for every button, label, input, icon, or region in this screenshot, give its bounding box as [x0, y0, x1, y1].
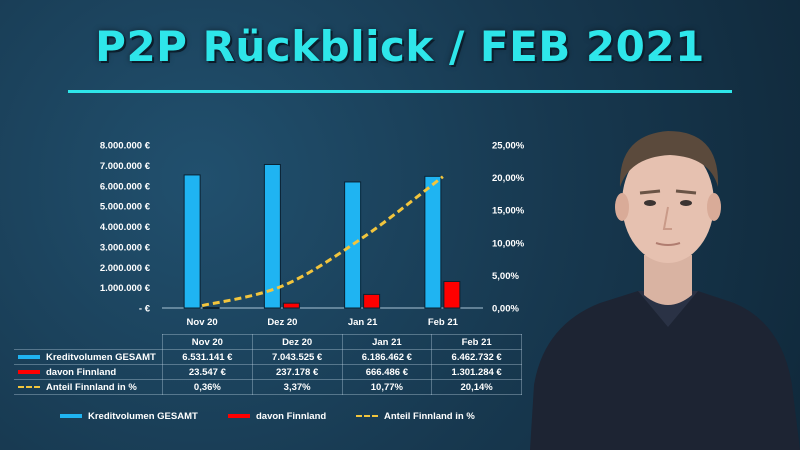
- swatch-finnland: [18, 369, 40, 374]
- y2-tick-label: 15,00%: [492, 206, 525, 217]
- y-axis-left: 8.000.000 € 7.000.000 € 6.000.000 € 5.000.0…: [100, 141, 151, 315]
- table-cell: 7.043.525 €: [251, 349, 343, 365]
- table-cell: 0,36%: [162, 379, 253, 395]
- y-tick-label: 5.000.000 €: [100, 202, 151, 213]
- x-tick-label: Jan 21: [348, 317, 378, 328]
- y2-tick-label: 20,00%: [492, 173, 525, 184]
- y-tick-label: 8.000.000 €: [100, 141, 151, 152]
- table-cell: 1.301.284 €: [431, 364, 522, 380]
- x-tick-label: Dez 20: [267, 317, 297, 328]
- table-cell: 6.186.462 €: [341, 349, 433, 365]
- table-cell: 10,77%: [341, 379, 433, 395]
- bar-finnland: [282, 302, 300, 309]
- table-header-cell: Dez 20: [251, 334, 343, 350]
- table-cell: 666.486 €: [341, 364, 433, 380]
- table-cell: 237.178 €: [251, 364, 343, 380]
- table-cell: 23.547 €: [162, 364, 253, 380]
- page-title: P2P Rückblick / FEB 2021: [95, 22, 705, 71]
- y-tick-label: 6.000.000 €: [100, 181, 151, 192]
- table-row-label: Kreditvolumen GESAMT: [14, 349, 163, 365]
- presenter-photo: [530, 131, 800, 450]
- table-corner: [14, 335, 163, 350]
- line-series: [201, 175, 444, 308]
- y-tick-label: 2.000.000 €: [100, 263, 151, 274]
- table-row: Anteil Finnland in % 0,36% 3,37% 10,77% …: [14, 379, 522, 395]
- table-header-row: Nov 20 Dez 20 Jan 21 Feb 21: [14, 334, 522, 350]
- bar-total: [263, 163, 281, 309]
- y-axis-right: 25,00% 20,00% 15,00% 10,00% 5,00% 0,00%: [492, 141, 525, 315]
- swatch-share: [18, 385, 40, 388]
- legend-item-finnland: davon Finnland: [228, 411, 326, 422]
- table-row-label: davon Finnland: [14, 364, 163, 380]
- line-share: [201, 175, 444, 308]
- table-cell: 6.462.732 €: [431, 349, 522, 365]
- y2-tick-label: 25,00%: [492, 141, 525, 152]
- legend-item-share: Anteil Finnland in %: [356, 411, 475, 422]
- bar-finnland: [202, 307, 220, 310]
- table-header-cell: Jan 21: [341, 334, 433, 350]
- bar-total: [344, 181, 362, 309]
- table-row-label: Anteil Finnland in %: [14, 379, 163, 395]
- table-cell: 20,14%: [431, 379, 522, 395]
- chart-legend: Kreditvolumen GESAMT davon Finnland Ante…: [60, 411, 530, 425]
- bar-finnland: [363, 293, 381, 309]
- y-tick-label: 3.000.000 €: [100, 242, 151, 253]
- bar-series: [183, 163, 461, 310]
- y-tick-label: 4.000.000 €: [100, 222, 151, 233]
- table-row: Kreditvolumen GESAMT 6.531.141 € 7.043.5…: [14, 349, 522, 365]
- table-header-cell: Nov 20: [162, 334, 253, 350]
- y-tick-label: 7.000.000 €: [100, 161, 151, 172]
- y-tick-label: - €: [139, 304, 151, 315]
- title-underline: [68, 90, 732, 93]
- bar-total: [183, 174, 201, 309]
- table-cell: 6.531.141 €: [162, 349, 253, 365]
- y2-tick-label: 0,00%: [492, 304, 519, 315]
- x-axis: Nov 20 Dez 20 Jan 21 Feb 21: [187, 317, 459, 328]
- table-row: davon Finnland 23.547 € 237.178 € 666.48…: [14, 364, 522, 380]
- y-tick-label: 1.000.000 €: [100, 283, 151, 294]
- swatch-total: [18, 354, 40, 359]
- legend-item-total: Kreditvolumen GESAMT: [60, 411, 198, 422]
- data-table: Nov 20 Dez 20 Jan 21 Feb 21 Kreditvolume…: [14, 334, 522, 395]
- x-tick-label: Feb 21: [428, 317, 459, 328]
- y2-tick-label: 10,00%: [492, 238, 525, 249]
- table-header-cell: Feb 21: [431, 334, 522, 350]
- table-cell: 3,37%: [251, 379, 343, 395]
- y2-tick-label: 5,00%: [492, 271, 519, 282]
- bar-total: [424, 175, 442, 309]
- x-tick-label: Nov 20: [187, 317, 218, 328]
- bar-finnland: [443, 280, 461, 309]
